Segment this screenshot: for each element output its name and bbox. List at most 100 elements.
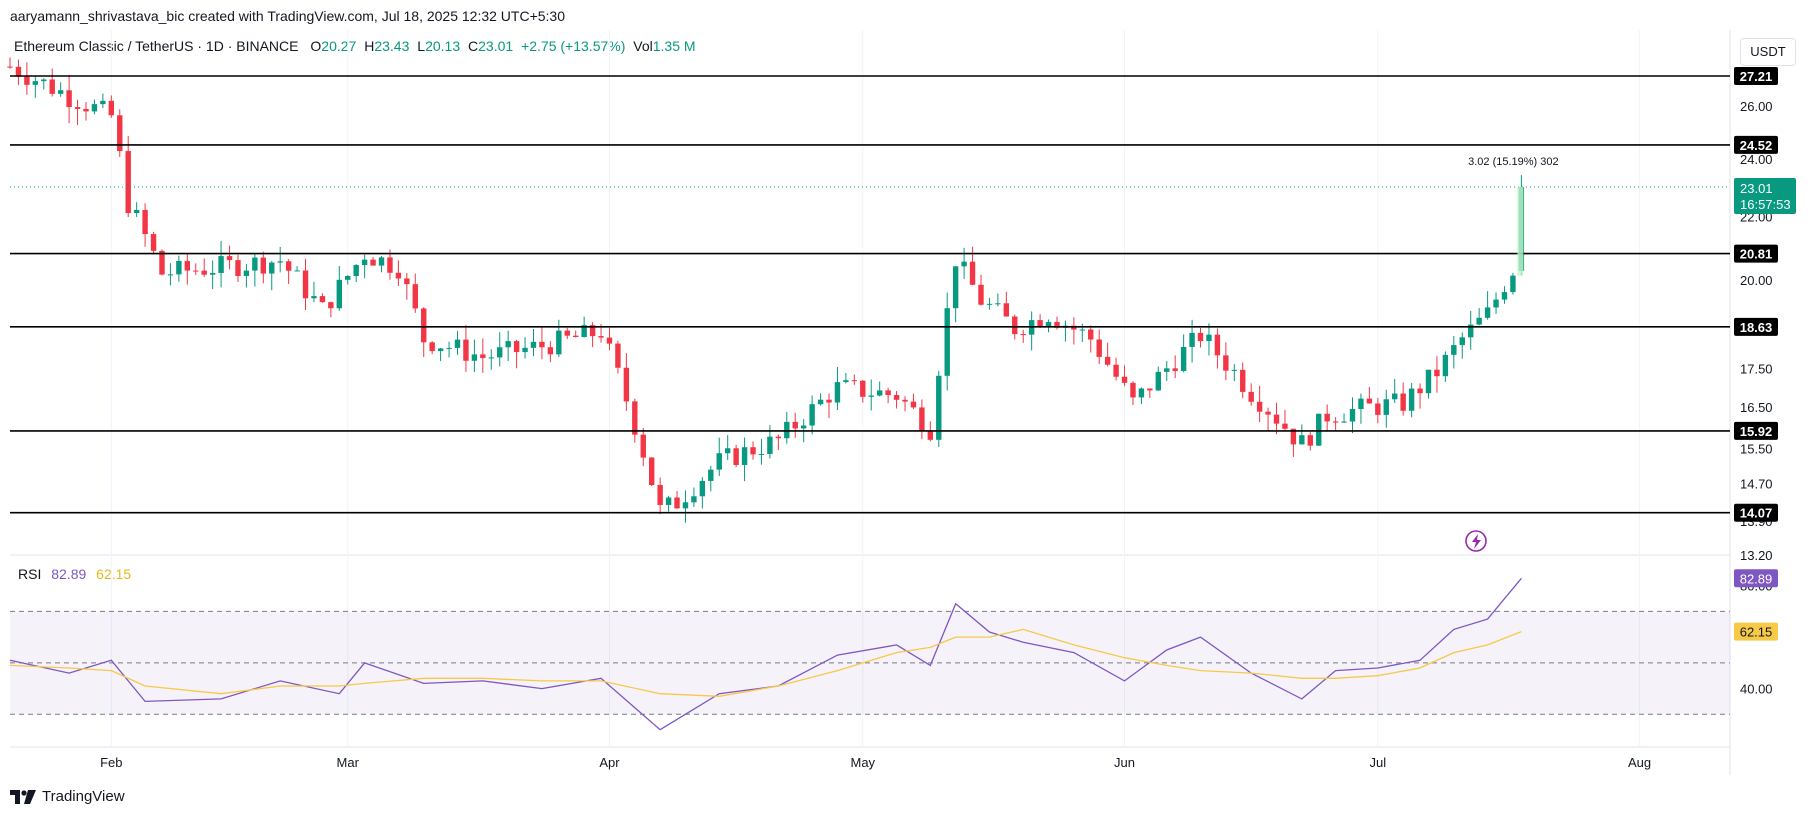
candle-body — [1265, 411, 1271, 415]
candle-body — [108, 100, 115, 116]
candle-body — [1045, 321, 1052, 327]
rsi-label[interactable]: RSI — [18, 566, 42, 582]
author-line: aaryamann_shrivastava_bic created with T… — [10, 8, 566, 24]
candle-body — [632, 401, 638, 435]
candle-body — [834, 382, 841, 403]
candle-body — [893, 395, 900, 400]
candle-body — [167, 274, 174, 276]
candle-body — [724, 448, 731, 454]
level-tag-label: 24.52 — [1740, 138, 1773, 153]
candle-body — [1113, 364, 1119, 377]
candle-body — [142, 209, 148, 235]
candle-body — [1121, 376, 1128, 383]
candle-body — [83, 108, 89, 112]
candle-body — [581, 325, 587, 338]
candle-body — [615, 343, 621, 368]
candle-body — [497, 347, 503, 358]
volume-value: 1.35 M — [652, 38, 696, 54]
candle-body — [1248, 391, 1254, 402]
change-value: +2.75 (+13.57%) — [521, 38, 626, 54]
level-tag — [1734, 135, 1778, 154]
rsi-lines — [9, 577, 1522, 731]
level-tag-label: 20.81 — [1740, 247, 1773, 262]
candle-body — [589, 325, 596, 337]
candle-body — [24, 76, 30, 85]
current-price-text: 23.01 — [1740, 181, 1773, 196]
candle-body — [1104, 356, 1111, 365]
current-price-badge: 23.01 16:57:53 — [1734, 178, 1796, 215]
candle-body — [336, 279, 342, 309]
candle-body — [741, 447, 748, 465]
level-tag — [1734, 317, 1778, 336]
candle-body — [235, 260, 241, 276]
candle-body — [961, 261, 967, 267]
candle-body — [91, 104, 98, 112]
candle-body — [674, 497, 680, 509]
time-tick-label: May — [851, 755, 876, 770]
candle-body — [1164, 368, 1170, 372]
candle-body — [1138, 388, 1145, 398]
candle-body — [758, 453, 765, 455]
candle-body — [209, 272, 216, 275]
candle-body — [1375, 403, 1381, 415]
candle-body — [480, 354, 486, 359]
candle-body — [995, 303, 1001, 305]
candle-body — [1324, 413, 1330, 422]
candle-body — [302, 270, 309, 299]
level-tag-label: 14.07 — [1740, 506, 1773, 521]
candle-body — [1012, 316, 1018, 335]
candle-body — [488, 357, 494, 359]
candle-body — [1180, 346, 1187, 371]
candle-body — [32, 81, 39, 85]
candle-body — [716, 453, 722, 470]
candle-body — [1358, 398, 1364, 409]
candle-body — [66, 90, 72, 108]
candle-body — [100, 100, 106, 105]
candle-body — [750, 447, 756, 455]
candle-body — [648, 457, 655, 486]
candle-body — [809, 404, 815, 426]
candle-body — [1332, 421, 1339, 423]
measure-box[interactable] — [1517, 187, 1524, 276]
candle-body — [201, 270, 207, 275]
candle-body — [1307, 435, 1313, 446]
alert-lightning-icon[interactable] — [1465, 530, 1487, 552]
rsi-ma-legend-value: 62.15 — [96, 566, 132, 582]
candle-body — [1037, 320, 1043, 327]
candle-body — [1434, 369, 1440, 377]
candle-body — [1451, 345, 1457, 355]
candle-body — [395, 272, 402, 279]
symbol-title[interactable]: Ethereum Classic / TetherUS · 1D · BINAN… — [14, 38, 299, 54]
candle-body — [446, 347, 452, 349]
candle-body — [1484, 307, 1491, 318]
candle-body — [564, 330, 570, 336]
price-level-tags: 27.21 24.52 20.81 18.63 15.92 14.07 — [1734, 67, 1778, 522]
level-tag — [1734, 503, 1778, 522]
candle-body — [193, 270, 199, 272]
candle-body — [1442, 354, 1449, 377]
candle-body — [463, 339, 469, 361]
candle-body — [775, 436, 782, 439]
candle-body — [784, 421, 790, 439]
candle-body — [919, 407, 925, 432]
price-chart[interactable]: 3.02 (15.19%) 302 26.0024.0022.0020.0017… — [0, 0, 1814, 780]
rsi-ma-badge-label: 62.15 — [1740, 625, 1773, 640]
high-label: H — [364, 38, 375, 54]
candle-body — [539, 341, 545, 348]
candle-body — [1501, 292, 1508, 300]
candle-body — [800, 425, 807, 429]
close-value: 23.01 — [478, 38, 514, 54]
candle-body — [606, 337, 613, 344]
candle-body — [184, 260, 191, 271]
candle-body — [1510, 275, 1516, 293]
time-tick-label: Feb — [100, 755, 122, 770]
candle-body — [176, 260, 182, 275]
rsi-band — [10, 610, 1730, 715]
currency-button[interactable]: USDT — [1740, 38, 1796, 66]
candle-body — [49, 79, 55, 94]
footer-brand-text: TradingView — [42, 788, 125, 805]
candle-body — [421, 308, 427, 343]
candle-body — [471, 354, 478, 361]
candle-body — [370, 259, 376, 266]
candle-body — [133, 209, 140, 214]
